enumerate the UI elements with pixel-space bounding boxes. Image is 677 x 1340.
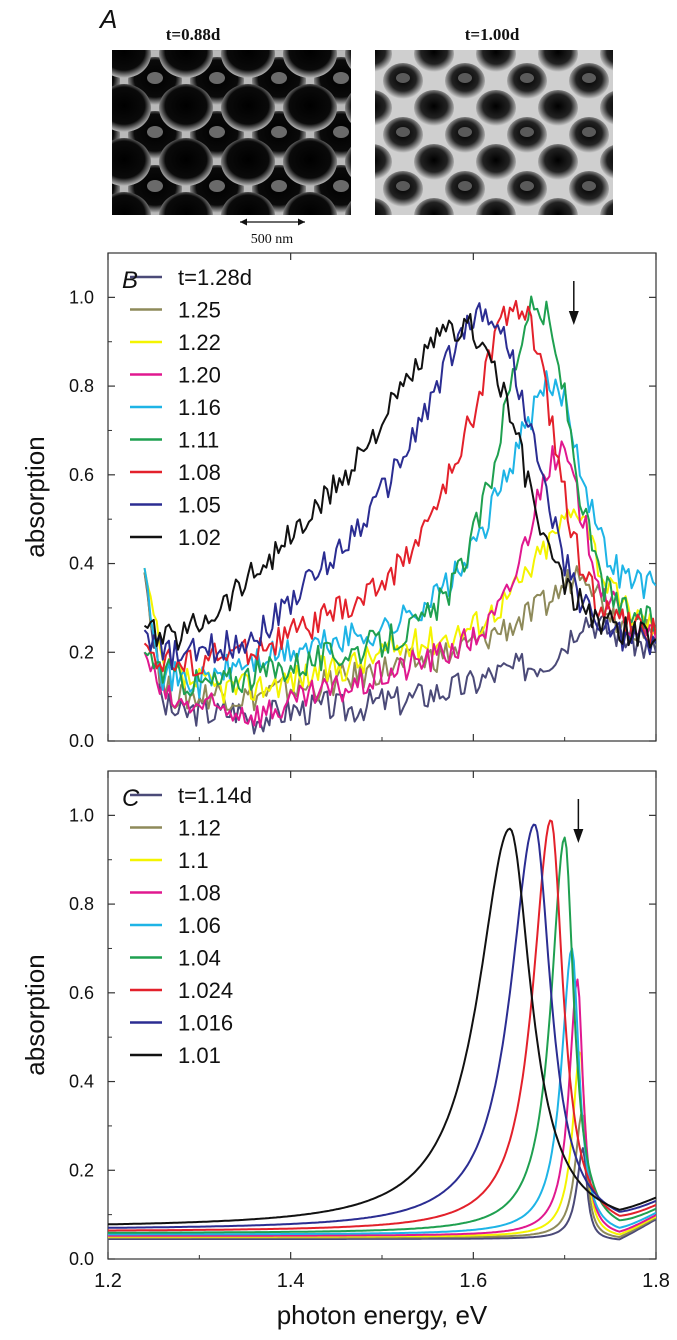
panel-c-legend-label: 1.016 xyxy=(178,1011,233,1036)
panel-c-series-line-5 xyxy=(108,836,656,1234)
panel-c: 0.0 0.2 0.4 0.6 0.8 1.0 1.2 1.4 1.6 1.8 t=1.14d 1.1… xyxy=(20,770,670,1330)
panel-c-label: C xyxy=(122,785,140,812)
panel-c-ytick-label: 0.0 xyxy=(69,1249,94,1269)
panel-b-legend-label: 1.05 xyxy=(178,493,221,518)
panel-c-legend-label: 1.06 xyxy=(178,913,221,938)
panel-b-marker-arrow xyxy=(568,281,579,325)
x-axis-label: photon energy, eV xyxy=(277,1300,488,1330)
panel-c-marker-arrow xyxy=(573,799,584,843)
image-caption-left: t=0.88d xyxy=(166,25,221,44)
panel-b-legend-label: t=1.28d xyxy=(178,265,252,290)
panel-b-ytick-label: 0.2 xyxy=(69,642,94,662)
panel-c-ytick-label: 0.8 xyxy=(69,894,94,914)
panel-b-label: B xyxy=(122,267,138,294)
panel-b-ylabel: absorption xyxy=(20,436,50,557)
panel-c-series-line-3 xyxy=(108,978,656,1237)
panel-c-legend-label: 1.08 xyxy=(178,881,221,906)
scale-bar xyxy=(240,218,305,226)
panel-b-series-line-8 xyxy=(143,313,656,651)
panel-c-legend-label: 1.01 xyxy=(178,1043,221,1068)
image-caption-right: t=1.00d xyxy=(465,25,520,44)
panel-b-legend-label: 1.25 xyxy=(178,298,221,323)
panel-c-legend-label: 1.04 xyxy=(178,946,221,971)
panel-b-series-line-2 xyxy=(143,508,656,704)
panel-b-ytick-label: 0.0 xyxy=(69,731,94,751)
panel-b-legend-label: 1.22 xyxy=(178,330,221,355)
panel-b-series-line-7 xyxy=(143,302,656,671)
panel-b-legend-label: 1.20 xyxy=(178,363,221,388)
panel-c-ytick-label: 0.2 xyxy=(69,1160,94,1180)
panel-a: A t=0.88d t=1.00d 500 nm xyxy=(98,4,613,247)
panel-c-ytick-label: 0.6 xyxy=(69,983,94,1003)
panel-b-series-line-0 xyxy=(143,572,656,735)
panel-b-ytick-label: 1.0 xyxy=(69,287,94,307)
panel-b-legend-label: 1.08 xyxy=(178,460,221,485)
panel-c-xtick-label: 1.8 xyxy=(642,1270,670,1292)
panel-c-series-line-0 xyxy=(108,1147,656,1241)
panel-c-ytick-label: 0.4 xyxy=(69,1072,94,1092)
panel-c-legend-label: t=1.14d xyxy=(178,783,252,808)
panel-b-series-line-5 xyxy=(143,295,656,697)
panel-b-series-line-3 xyxy=(143,440,656,729)
panel-c-series-line-2 xyxy=(108,1051,656,1238)
panel-a-label: A xyxy=(98,4,117,34)
panel-b-ytick-label: 0.6 xyxy=(69,465,94,485)
panel-c-series-line-7 xyxy=(108,823,656,1229)
sem-image-dark xyxy=(112,50,351,215)
panel-b-series-line-4 xyxy=(143,370,656,699)
scale-bar-label: 500 nm xyxy=(251,232,294,247)
sem-image-light xyxy=(375,50,613,215)
panel-c-legend-label: 1.12 xyxy=(178,816,221,841)
panel-c-series-line-6 xyxy=(108,819,656,1232)
panel-b-ytick-label: 0.4 xyxy=(69,554,94,574)
panel-b-plot: 0.0 0.2 0.4 0.6 0.8 1.0 t=1.28d 1.25 1.22 1.20 1.1… xyxy=(69,252,657,751)
panel-c-plot: 0.0 0.2 0.4 0.6 0.8 1.0 1.2 1.4 1.6 1.8 t=1.14d 1.1… xyxy=(69,770,670,1292)
panel-c-xtick-label: 1.2 xyxy=(94,1270,122,1292)
panel-c-series-line-8 xyxy=(108,827,656,1226)
panel-c-xtick-label: 1.4 xyxy=(277,1270,305,1292)
panel-c-xtick-label: 1.6 xyxy=(459,1270,487,1292)
panel-c-ylabel: absorption xyxy=(20,954,50,1075)
panel-b-legend-label: 1.16 xyxy=(178,395,221,420)
panel-b-legend-label: 1.11 xyxy=(178,428,219,453)
panel-b-legend-label: 1.02 xyxy=(178,525,221,550)
panel-c-legend-label: 1.1 xyxy=(178,848,209,873)
panel-c-ytick-label: 1.0 xyxy=(69,805,94,825)
panel-b: 0.0 0.2 0.4 0.6 0.8 1.0 t=1.28d 1.25 1.22 1.20 1.1… xyxy=(20,252,657,751)
panel-b-ytick-label: 0.8 xyxy=(69,376,94,396)
panel-c-legend-label: 1.024 xyxy=(178,978,233,1003)
